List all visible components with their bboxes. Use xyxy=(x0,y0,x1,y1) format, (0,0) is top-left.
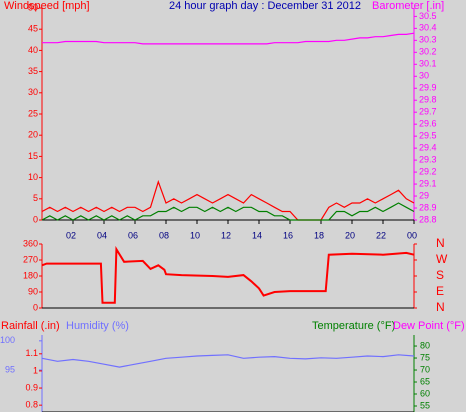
y2-tick-label: S xyxy=(436,268,444,282)
x-tick-label: 00 xyxy=(407,230,417,240)
y-tick-label: 35 xyxy=(28,66,38,76)
y-tick-label: 0 xyxy=(33,214,38,224)
y-tick-label: 50 xyxy=(28,2,38,12)
rain-axis-title: Rainfall (.in) xyxy=(1,320,60,332)
y2-tick-label: 70 xyxy=(420,364,430,374)
y2-tick-label: 30.2 xyxy=(419,47,437,57)
dewpoint-axis-title: Dew Point (°F) xyxy=(393,320,465,332)
y2-tick-label: E xyxy=(436,284,444,298)
y-tick-label: 20 xyxy=(28,130,38,140)
x-tick-label: 02 xyxy=(66,230,76,240)
x-tick-label: 22 xyxy=(376,230,386,240)
x-tick-label: 08 xyxy=(159,230,169,240)
x-tick-label: 16 xyxy=(283,230,293,240)
y2-tick-label: 80 xyxy=(420,340,430,350)
chart-title: 24 hour graph day : December 31 2012 xyxy=(169,0,361,12)
y-tick-label: 270 xyxy=(23,254,38,264)
series-line xyxy=(42,32,415,45)
y2-tick-label: W xyxy=(436,252,448,266)
y2-tick-label: 29.8 xyxy=(419,95,437,105)
y2-tick-label: 28.8 xyxy=(419,214,437,224)
y2-tick-label: 29.5 xyxy=(419,131,437,141)
y-tick-label: 30 xyxy=(28,87,38,97)
y3-tick-label: 0.8 xyxy=(25,400,38,410)
y-tick-label: 90 xyxy=(28,286,38,296)
y2-tick-label: N xyxy=(436,236,445,250)
y-tick-label: 10 xyxy=(28,172,38,182)
x-tick-label: 12 xyxy=(221,230,231,240)
y-tick-label: 95 xyxy=(5,364,15,374)
series-line xyxy=(41,354,415,368)
x-tick-label: 14 xyxy=(252,230,262,240)
y2-axis-title: Barometer [.in] xyxy=(372,0,444,12)
y-tick-label: 25 xyxy=(28,108,38,118)
y-tick-label: 40 xyxy=(28,45,38,55)
y2-tick-label: 29.3 xyxy=(419,154,437,164)
y3-tick-label: 1.1 xyxy=(25,348,38,358)
x-tick-label: 04 xyxy=(97,230,107,240)
y2-tick-label: 55 xyxy=(420,400,430,410)
y2-tick-label: 29.6 xyxy=(419,119,437,129)
y2-tick-label: 29.1 xyxy=(419,178,437,188)
y2-tick-label: N xyxy=(436,300,445,314)
y2-tick-label: 30.3 xyxy=(419,35,437,45)
y2-tick-label: 29.4 xyxy=(419,143,437,153)
y2-tick-label: 30.5 xyxy=(419,11,437,21)
y-tick-label: 15 xyxy=(28,151,38,161)
temperature-axis-title: Temperature (°F) xyxy=(312,320,395,332)
series-line xyxy=(41,179,415,221)
y2-tick-label: 29.7 xyxy=(419,107,437,117)
y2-tick-label: 65 xyxy=(420,376,430,386)
x-tick-label: 06 xyxy=(128,230,138,240)
y2-tick-label: 30.1 xyxy=(419,59,437,69)
y-tick-label: 5 xyxy=(33,193,38,203)
y2-tick-label: 60 xyxy=(420,388,430,398)
y3-tick-label: 0.9 xyxy=(25,382,38,392)
y-tick-label: 100 xyxy=(0,335,15,345)
y2-tick-label: 29.2 xyxy=(419,166,437,176)
x-tick-label: 10 xyxy=(190,230,200,240)
y2-tick-label: 30.4 xyxy=(419,23,437,33)
y2-tick-label: 75 xyxy=(420,352,430,362)
y-tick-label: 360 xyxy=(23,238,38,248)
y2-tick-label: 28.9 xyxy=(419,202,437,212)
humidity-axis-title: Humidity (%) xyxy=(66,320,129,332)
x-tick-label: 20 xyxy=(345,230,355,240)
y2-tick-label: 29 xyxy=(419,190,429,200)
y-tick-label: 180 xyxy=(23,270,38,280)
y2-tick-label: 30 xyxy=(419,71,429,81)
y3-tick-label: 1 xyxy=(33,365,38,375)
y-axis-title: Windspeed [mph] xyxy=(4,0,90,12)
y-tick-label: 45 xyxy=(28,24,38,34)
x-tick-label: 18 xyxy=(314,230,324,240)
y2-tick-label: 29.9 xyxy=(419,83,437,93)
y-tick-label: 0 xyxy=(33,302,38,312)
series-line xyxy=(41,245,415,304)
series-line xyxy=(41,202,415,221)
